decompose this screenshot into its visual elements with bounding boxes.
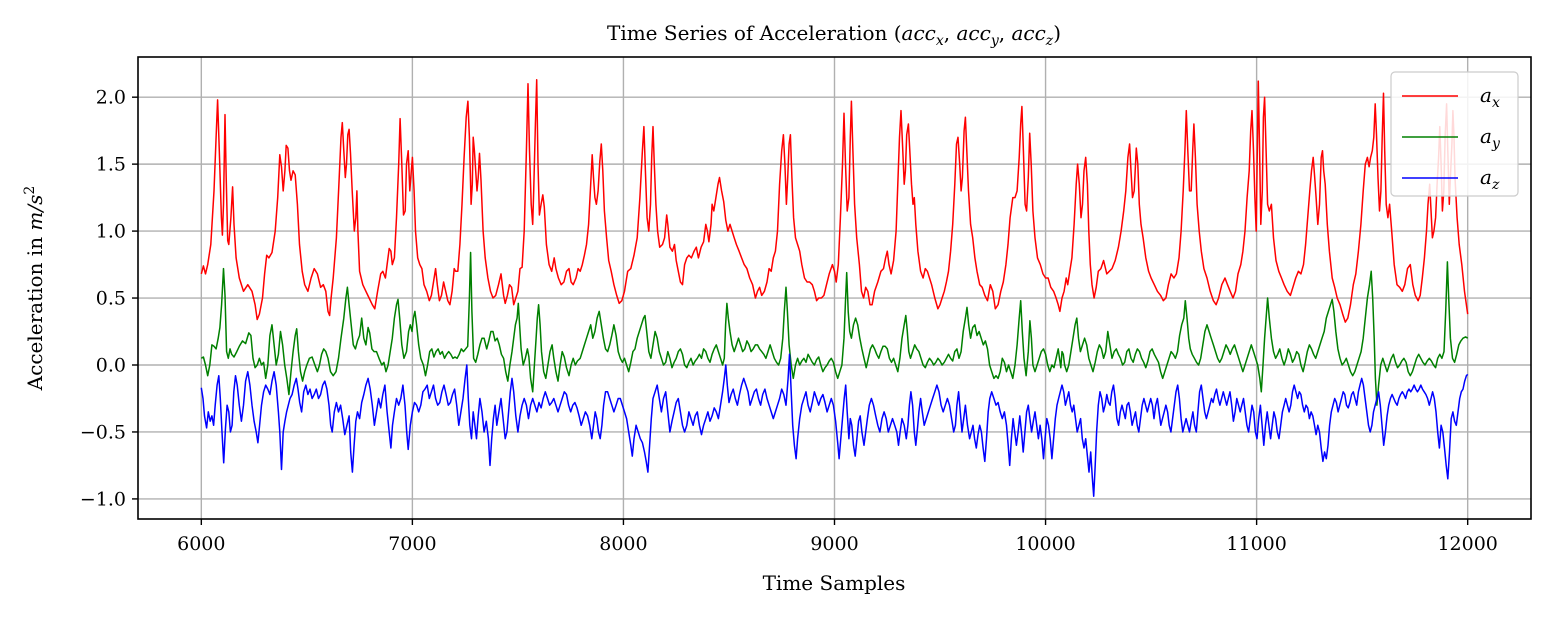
x-tick-label: 10000: [1015, 533, 1075, 555]
y-tick-label: 0.5: [96, 288, 126, 310]
legend-box: [1390, 71, 1519, 197]
x-axis: 6000 7000 8000 9000 10000 11000 12000: [177, 519, 1498, 555]
x-tick-label: 11000: [1226, 533, 1286, 555]
x-tick-label: 9000: [810, 533, 858, 555]
legend-label-a-y: ay: [1480, 124, 1501, 152]
y-axis-title: Acceleration in m/s2: [22, 186, 47, 392]
grid-lines: [138, 57, 1531, 519]
y-tick-label: −0.5: [80, 421, 126, 443]
series-group: [200, 79, 1469, 497]
y-axis: −1.0 −0.5 0.0 0.5 1.0 1.5 2.0: [80, 87, 138, 510]
x-tick-label: 8000: [599, 533, 647, 555]
y-tick-label: 0.0: [96, 355, 126, 377]
x-tick-label: 12000: [1437, 533, 1497, 555]
y-tick-label: 1.0: [96, 221, 126, 243]
series-line-a-y: [200, 251, 1469, 406]
y-tick-label: −1.0: [80, 488, 126, 510]
x-axis-title: Time Samples: [763, 571, 906, 595]
legend: ax ay az: [1390, 71, 1519, 197]
legend-label-a-z: az: [1480, 165, 1500, 193]
series-line-a-x: [200, 79, 1469, 323]
y-tick-label: 1.5: [96, 154, 126, 176]
series-line-a-z: [200, 353, 1469, 497]
legend-label-a-x: ax: [1480, 83, 1500, 111]
x-tick-label: 7000: [388, 533, 436, 555]
x-tick-label: 6000: [177, 533, 225, 555]
chart-title: Time Series of Acceleration (accx, accy,…: [607, 21, 1061, 49]
y-tick-label: 2.0: [96, 87, 126, 109]
